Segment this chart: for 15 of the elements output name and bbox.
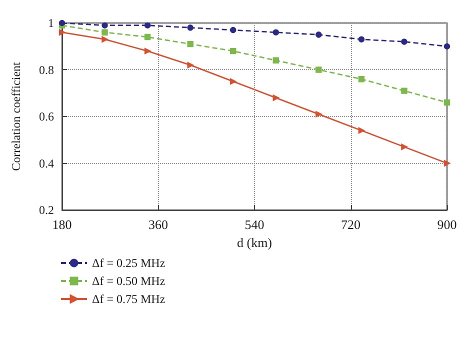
- y-tick-label: 0.4: [39, 156, 54, 170]
- x-axis-title: d (km): [236, 235, 272, 250]
- legend-label: Δf = 0.25 MHz: [92, 256, 166, 270]
- legend-label: Δf = 0.75 MHz: [92, 292, 166, 306]
- x-tick-label: 360: [148, 217, 168, 232]
- y-tick-label: 0.2: [39, 203, 54, 217]
- y-tick-label: 0.6: [39, 110, 54, 124]
- y-axis-title: Correlation coefficient: [9, 61, 23, 171]
- legend-label: Δf = 0.50 MHz: [92, 274, 166, 288]
- y-tick-label: 0.8: [39, 62, 54, 77]
- x-tick-label: 720: [341, 217, 360, 232]
- x-tick-label: 540: [244, 217, 264, 232]
- x-tick-label: 180: [52, 217, 72, 232]
- x-tick-label: 900: [437, 217, 457, 232]
- y-tick-label: 1: [48, 16, 54, 30]
